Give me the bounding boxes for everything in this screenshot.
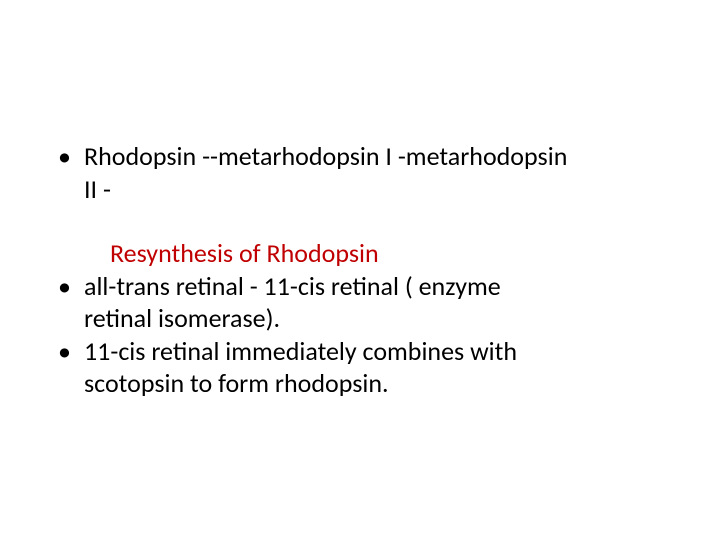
slide-content: Rhodopsin --metarhodopsin I -metarhodops…	[58, 140, 662, 400]
bullet-3-line-1: 11-cis retinal immediately combines with	[84, 335, 517, 367]
slide: Rhodopsin --metarhodopsin I -metarhodops…	[0, 0, 720, 540]
bullet-1-line-2: II -	[58, 173, 662, 206]
section-heading: Resynthesis of Rhodopsin	[58, 237, 662, 270]
heading-text: Resynthesis of Rhodopsin	[110, 237, 379, 269]
bullet-3-line-2: scotopsin to form rhodopsin.	[58, 367, 662, 400]
spacer	[58, 205, 662, 237]
bullet-item-3: 11-cis retinal immediately combines with	[58, 335, 662, 368]
bullet-2-line-2: retinal isomerase).	[58, 302, 662, 335]
bullet-item-2: all-trans retinal - 11-cis retinal ( enz…	[58, 270, 662, 303]
bullet-1-line-1: Rhodopsin --metarhodopsin I -metarhodops…	[84, 140, 567, 172]
bullet-item-1: Rhodopsin --metarhodopsin I -metarhodops…	[58, 140, 662, 173]
bullet-list: Rhodopsin --metarhodopsin I -metarhodops…	[58, 140, 662, 400]
bullet-2-line-1: all-trans retinal - 11-cis retinal ( enz…	[84, 270, 501, 302]
